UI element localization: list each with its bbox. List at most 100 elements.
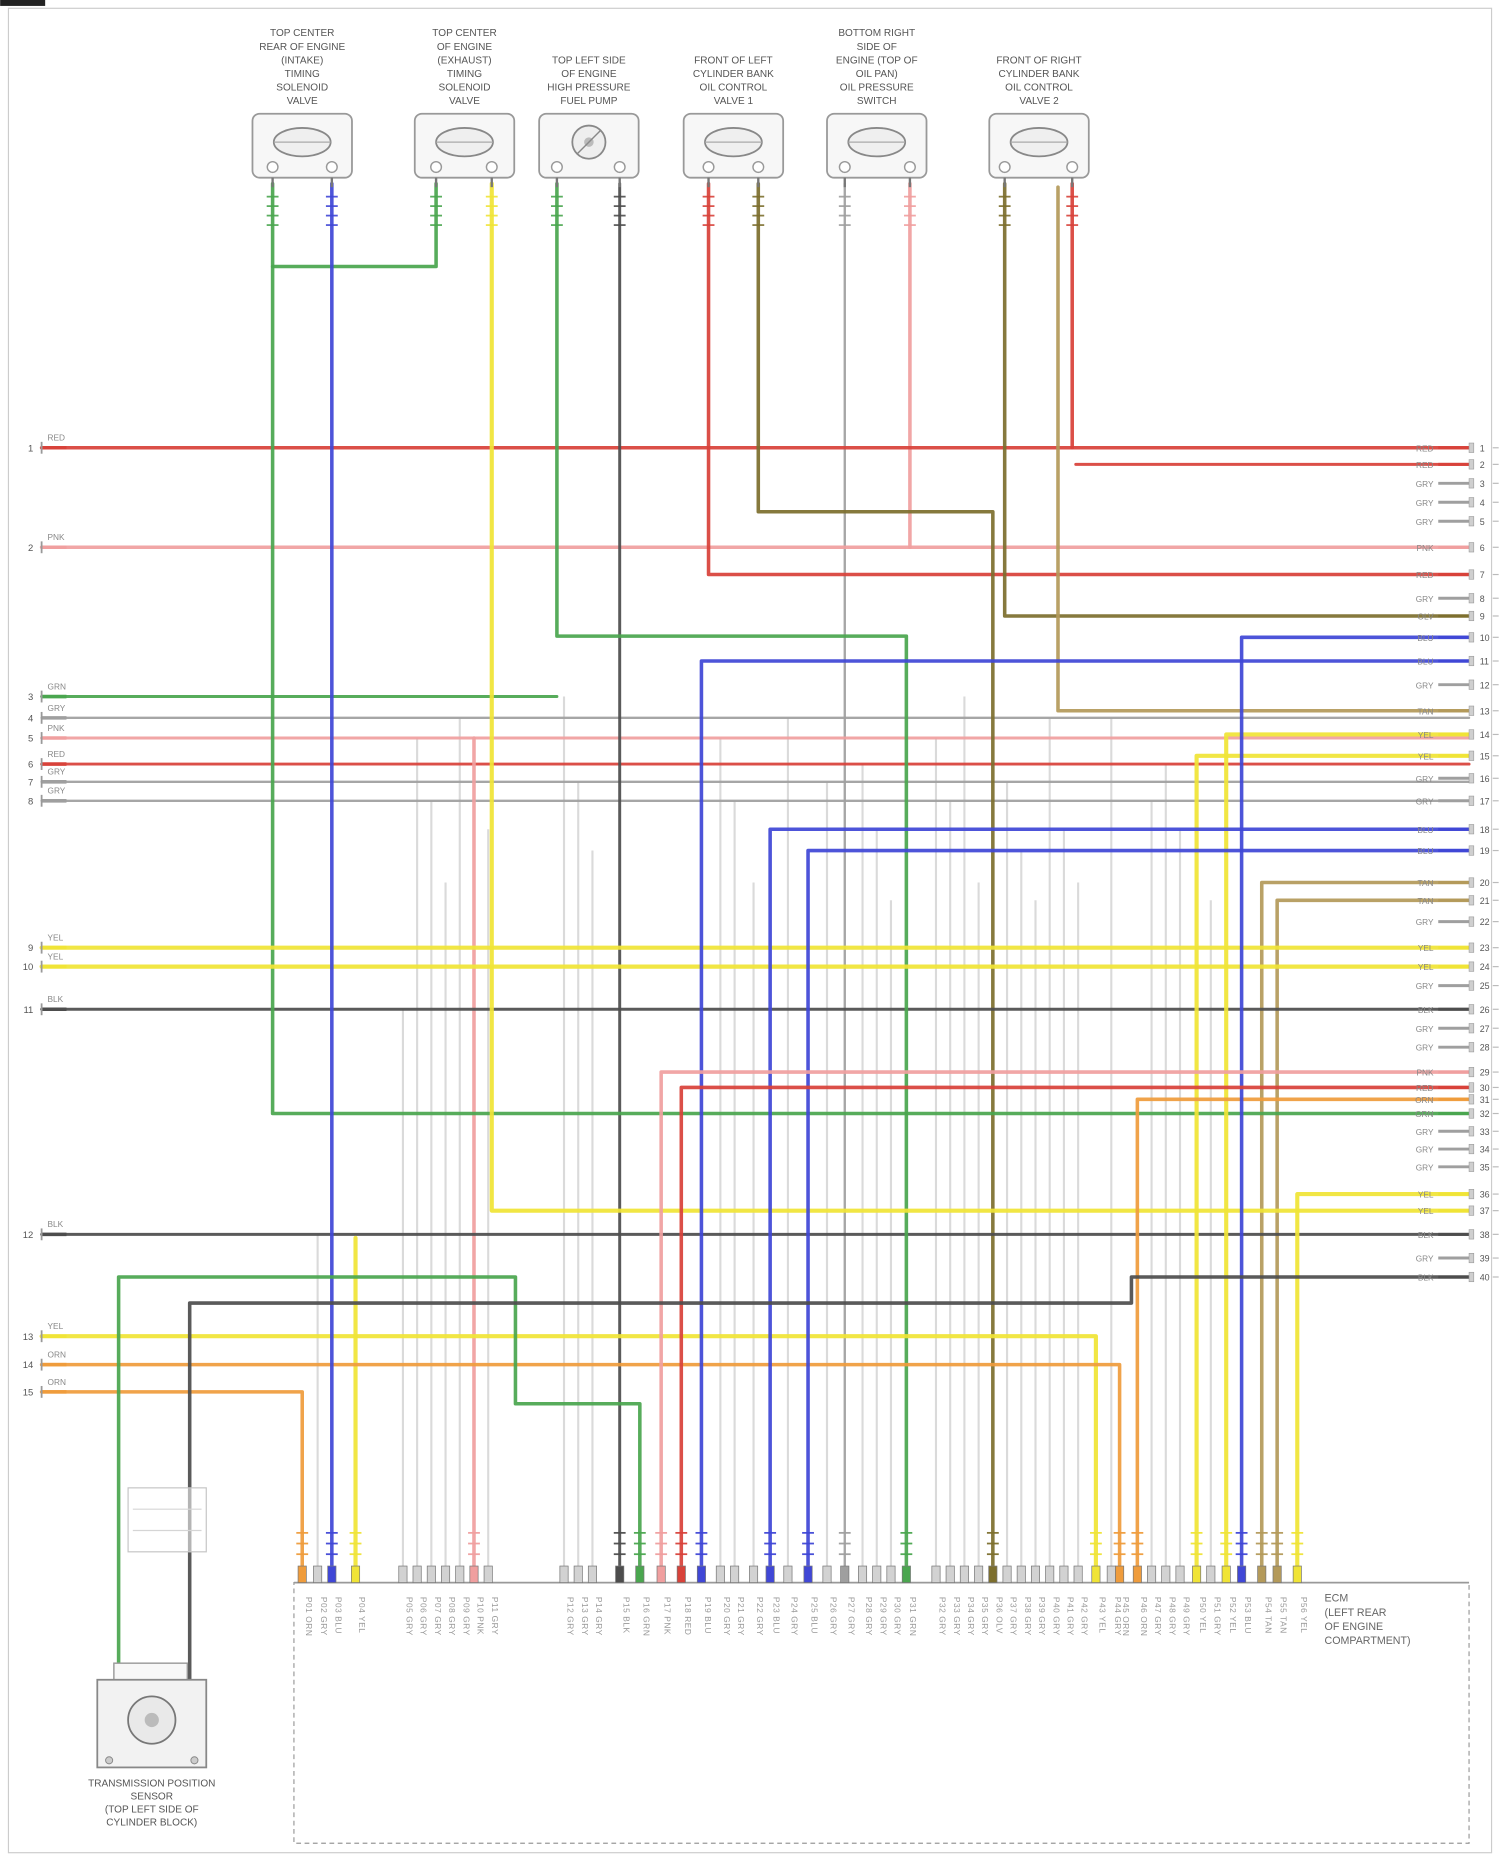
ecm-pin [297,1565,307,1583]
left-pin-number: 2 [28,543,33,554]
right-pin [1468,729,1475,740]
right-pin-code: YEL [1418,1190,1434,1200]
right-pin [1468,569,1475,580]
ecm-pin [715,1565,725,1583]
wire [699,659,1471,1578]
ecm-pin-label: P17 PNK [663,1597,673,1635]
right-pin [1468,1023,1475,1034]
ecm-pin [1045,1565,1055,1583]
right-pin-code: GRY [1416,517,1434,527]
wire [39,1362,1122,1578]
ecm-label: ECM [1325,1593,1349,1605]
left-pin-code: GRY [48,767,66,777]
right-pin [1468,516,1475,527]
ecm-pin-label: P50 YEL [1198,1597,1208,1634]
right-pin [1468,1229,1475,1240]
right-pin-number: 21 [1480,896,1490,906]
ecm-pin-label: P46 ORN [1139,1597,1149,1637]
left-pin-code: GRY [48,786,66,796]
right-pin-code: GRY [1416,479,1434,489]
ecm-pin [351,1565,361,1583]
right-pin-number: 27 [1480,1024,1490,1034]
ecm-pin-label: P40 GRY [1051,1597,1061,1636]
ecm-pin-label: P36 OLV [994,1597,1004,1634]
sensor-label: (TOP LEFT SIDE OF [105,1804,199,1815]
right-pin-code: TAN [1418,896,1434,906]
ecm-pin-label: P37 GRY [1009,1597,1019,1636]
ecm-label: COMPARTMENT) [1325,1635,1411,1647]
right-pin [1468,1189,1475,1200]
ecm-pin [974,1565,984,1583]
wire [706,181,1471,577]
right-pin-number: 28 [1480,1043,1490,1053]
right-pin-code: OLV [1418,612,1434,622]
aux-connector-box [127,1487,207,1553]
component-label: BOTTOM RIGHT [838,28,915,39]
component-label: SOLENOID [439,83,491,94]
right-pin-number: 19 [1480,846,1490,856]
right-pin-code: GRY [1416,1145,1434,1155]
ecm-pin-label: P24 GRY [789,1597,799,1636]
component-label: SOLENOID [276,83,328,94]
right-pin-number: 25 [1480,981,1490,991]
wire [679,1085,1471,1578]
component-label: (INTAKE) [281,55,323,66]
right-pin-number: 18 [1480,825,1490,835]
ecm-pin-label: P10 PNK [476,1597,486,1635]
right-pin [1468,1253,1475,1264]
left-pin-number: 3 [28,692,33,703]
ecm-pin-label: P03 BLU [333,1597,343,1634]
right-pin [1468,610,1475,622]
right-pin [1468,655,1475,667]
ecm-pin-label: P48 GRY [1167,1597,1177,1636]
right-pin-code: GRY [1416,498,1434,508]
wire [1194,753,1472,1578]
component-label: TOP LEFT SIDE [552,55,626,66]
right-pin-code: RED [1416,570,1434,580]
left-pin-number: 8 [28,796,33,807]
ecm-pin-label: P11 GRY [490,1597,500,1635]
component-label: VALVE [287,96,318,107]
left-pin-number: 4 [28,713,33,724]
ecm-pin [1016,1565,1026,1583]
ecm-pin [749,1565,759,1583]
left-pin-number: 14 [23,1360,34,1371]
right-pin [1468,773,1475,784]
left-pin-number: 1 [28,443,33,454]
ecm-pin [1132,1565,1142,1583]
component-pin [903,160,916,174]
ecm-pin [1002,1565,1012,1583]
ecm-pin [573,1565,583,1583]
ecm-pin [1091,1565,1101,1583]
component-label: OIL PRESSURE [840,83,914,94]
component-pin [613,160,626,174]
ecm-pin [1206,1565,1216,1583]
component-label: VALVE 1 [714,96,754,107]
ecm-pin-label: P06 GRY [419,1597,429,1636]
ecm-pin-label: P54 TAN [1263,1597,1273,1634]
wire [1002,181,1471,618]
ecm-pin-label: P35 GRY [980,1597,990,1636]
left-pin-number: 10 [23,962,34,973]
ecm-pin [469,1565,479,1583]
ecm-pin [559,1565,569,1583]
right-pin-number: 1 [1480,443,1485,453]
right-pin [1468,679,1475,690]
ecm-pin-label: P38 GRY [1023,1597,1033,1636]
wire [1224,732,1472,1578]
right-pin-number: 10 [1480,633,1490,643]
right-pin [1468,980,1475,991]
component-label: HIGH PRESSURE [547,83,630,94]
right-pin [1468,1067,1475,1078]
left-pin-number: 11 [23,1005,33,1016]
ecm-pin [840,1565,850,1583]
right-pin-code: TAN [1418,706,1434,716]
sensor-bolt-icon [105,1756,114,1765]
wire [1295,1191,1472,1578]
ecm-pin [1059,1565,1069,1583]
left-pin-code: GRY [48,703,66,713]
right-pin [1468,1082,1475,1093]
